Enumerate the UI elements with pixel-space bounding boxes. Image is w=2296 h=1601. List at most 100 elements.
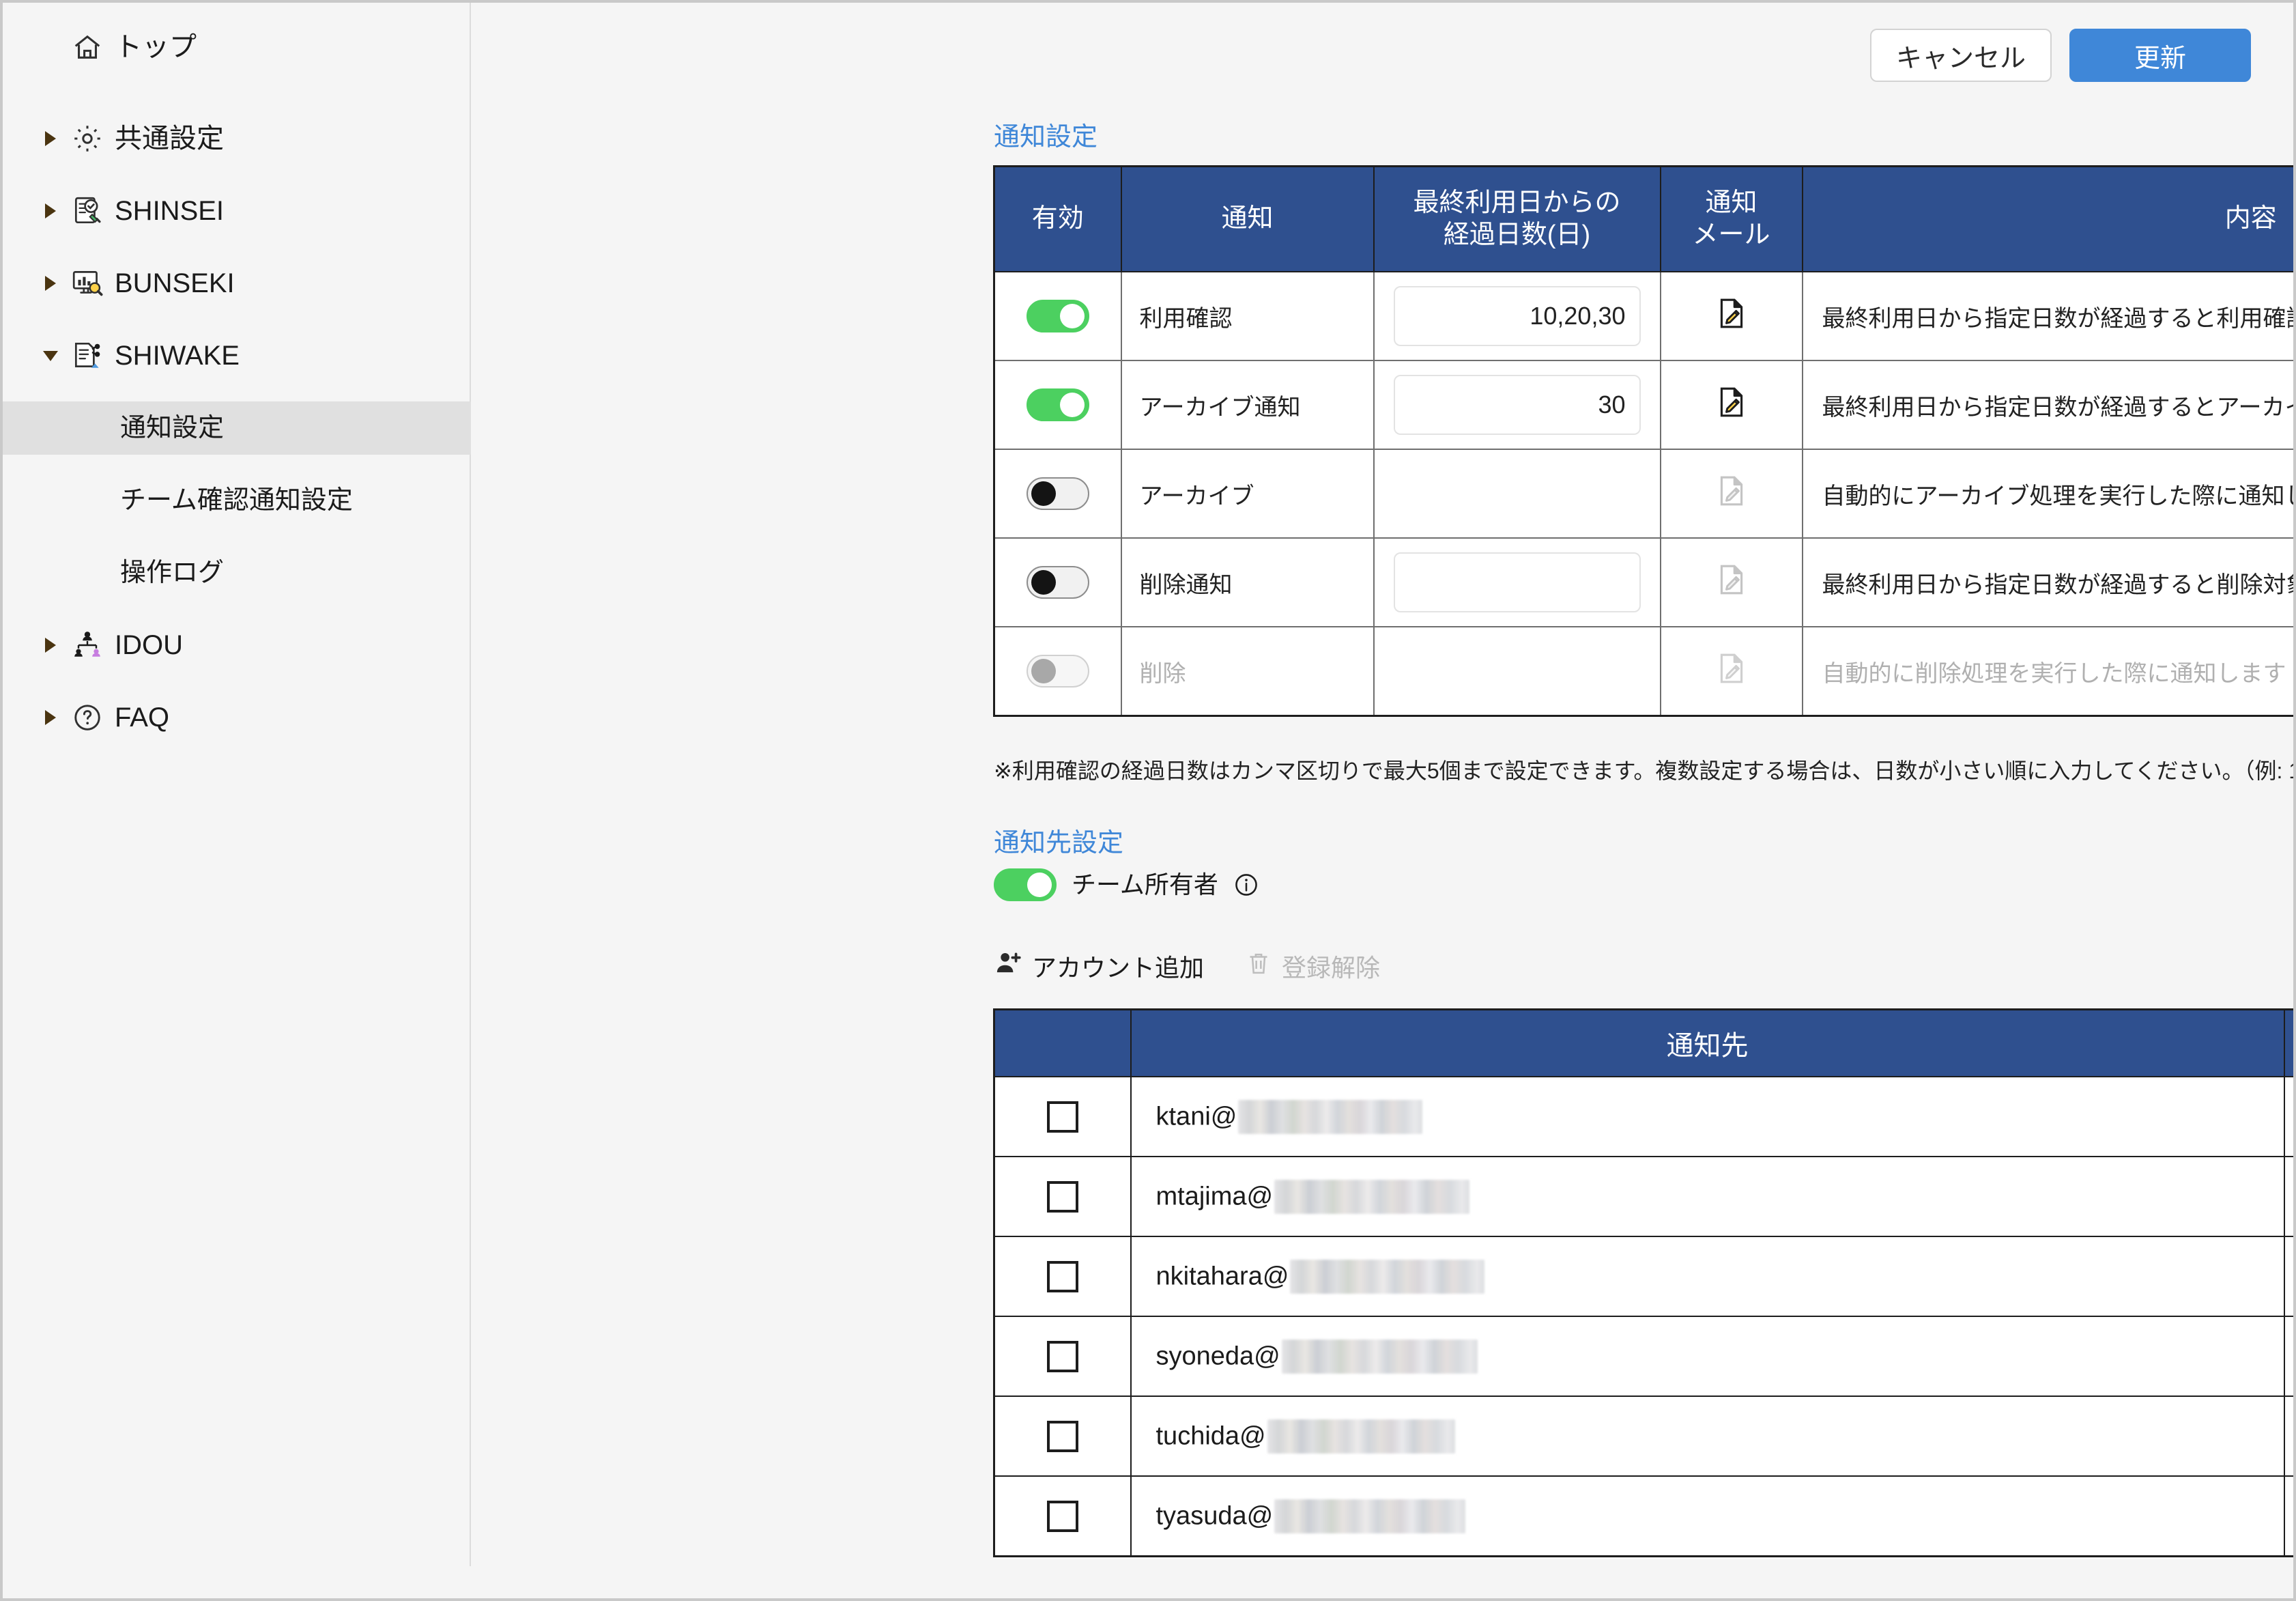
days-cell — [1373, 537, 1661, 627]
column-header-notify: 通知 — [1120, 165, 1375, 272]
enabled-toggle[interactable] — [1026, 300, 1089, 332]
sidebar-item-bunseki[interactable]: BUNSEKI — [3, 257, 471, 310]
update-button[interactable]: 更新 — [2069, 29, 2251, 82]
sidebar-item-faq[interactable]: FAQ — [3, 691, 471, 744]
email-cell: mtajima@ — [1130, 1156, 2285, 1237]
team-owner-row: チーム所有者 — [994, 868, 1259, 901]
row-checkbox[interactable] — [1046, 1101, 1078, 1133]
team-owner-toggle[interactable] — [994, 868, 1057, 901]
enabled-cell — [2283, 1236, 2293, 1317]
document-check-icon — [70, 194, 105, 228]
row-checkbox[interactable] — [1046, 1420, 1078, 1452]
days-input[interactable]: 10,20,30 — [1393, 286, 1641, 346]
column-header-content: 内容 — [1801, 165, 2293, 272]
sidebar-item-notification-settings[interactable]: 通知設定 — [3, 401, 471, 455]
sidebar-spacer — [3, 455, 471, 474]
email-user: syoneda@ — [1156, 1342, 1280, 1370]
row-checkbox[interactable] — [1046, 1260, 1078, 1292]
destination-table: 通知先 有効 ktani@ — [993, 1008, 2293, 1557]
row-checkbox[interactable] — [1046, 1340, 1078, 1372]
email-user: nkitahara@ — [1156, 1262, 1289, 1290]
enabled-cell — [2283, 1475, 2293, 1557]
redacted-domain — [1238, 1099, 1423, 1134]
enabled-toggle[interactable] — [1026, 388, 1089, 421]
column-header-enabled: 有効 — [993, 165, 1122, 272]
enabled-cell — [2283, 1156, 2293, 1237]
row-select-cell — [993, 1395, 1132, 1477]
email-cell: tyasuda@ — [1130, 1475, 2285, 1557]
redacted-domain — [1290, 1259, 1485, 1294]
question-circle-icon — [70, 702, 105, 733]
sidebar-item-idou[interactable]: IDOU — [3, 619, 471, 672]
info-icon[interactable] — [1233, 872, 1259, 898]
main-content: キャンセル 更新 通知設定 有効 通知 最終利用日からの 経過日数(日) 通知 — [471, 3, 2293, 1598]
chevron-right-icon[interactable] — [38, 636, 63, 655]
enabled-cell — [2283, 1316, 2293, 1397]
sidebar-spacer — [3, 238, 471, 257]
content-cell: 最終利用日から指定日数が経過すると削除対象を通知し、更に30日… — [1801, 537, 2293, 627]
redacted-domain — [1274, 1179, 1470, 1214]
table-row: mtajima@ — [993, 1156, 2293, 1237]
sidebar-spacer — [3, 599, 471, 619]
add-account-button[interactable]: アカウント追加 — [994, 948, 1204, 984]
days-cell — [1373, 626, 1661, 717]
enabled-toggle[interactable] — [1026, 566, 1089, 599]
sidebar-spacer — [3, 165, 471, 184]
sidebar-item-shinsei[interactable]: SHINSEI — [3, 184, 471, 238]
sidebar-item-label: 通知設定 — [120, 414, 225, 442]
chevron-down-icon[interactable] — [38, 348, 63, 364]
sidebar-item-shiwake[interactable]: SHIWAKE — [3, 329, 471, 382]
table-row: syoneda@ — [993, 1316, 2293, 1397]
enabled-cell — [993, 271, 1122, 361]
days-input[interactable] — [1393, 552, 1641, 612]
sidebar-item-label: 共通設定 — [115, 124, 224, 154]
notification-settings-note: ※利用確認の経過日数はカンマ区切りで最大5個まで設定できます。複数設定する場合は… — [994, 759, 2293, 783]
row-select-cell — [993, 1156, 1132, 1237]
mail-template-cell — [1659, 449, 1803, 539]
enabled-cell — [993, 449, 1122, 539]
chevron-right-icon[interactable] — [38, 129, 63, 148]
sidebar-divider — [470, 3, 471, 1566]
days-input[interactable]: 30 — [1393, 375, 1641, 435]
sidebar-item-top[interactable]: トップ — [3, 20, 471, 74]
redacted-domain — [1281, 1339, 1478, 1374]
enabled-cell — [993, 360, 1122, 450]
table-row: 利用確認 10,20,30 — [993, 271, 2293, 361]
sidebar-item-label: チーム確認通知設定 — [120, 486, 353, 515]
home-icon — [70, 31, 105, 63]
enabled-toggle — [1026, 655, 1089, 688]
notify-name-cell: 利用確認 — [1120, 271, 1375, 361]
cancel-button[interactable]: キャンセル — [1869, 29, 2052, 82]
notify-name-cell: 削除通知 — [1120, 537, 1375, 627]
document-edit-icon[interactable] — [1714, 387, 1749, 425]
column-header-days: 最終利用日からの 経過日数(日) — [1373, 165, 1661, 272]
notify-name-cell: 削除 — [1120, 626, 1375, 717]
chevron-right-icon[interactable] — [38, 274, 63, 293]
content-cell: 自動的に削除処理を実行した際に通知します — [1801, 626, 2293, 717]
document-edit-icon[interactable] — [1714, 298, 1749, 336]
chevron-right-icon[interactable] — [38, 708, 63, 727]
org-chart-icon — [70, 629, 105, 662]
enabled-cell — [993, 537, 1122, 627]
sidebar-item-team-confirm-notification-settings[interactable]: チーム確認通知設定 — [3, 474, 471, 527]
column-header-days-line2: 経過日数(日) — [1443, 221, 1591, 249]
row-select-cell — [993, 1316, 1132, 1397]
add-account-label: アカウント追加 — [1032, 954, 1205, 982]
notify-name-cell: アーカイブ通知 — [1120, 360, 1375, 450]
sidebar-spacer — [3, 672, 471, 691]
column-header-mail: 通知 メール — [1659, 165, 1803, 272]
sidebar-item-common-settings[interactable]: 共通設定 — [3, 112, 471, 165]
chevron-right-icon[interactable] — [38, 201, 63, 221]
table-row: 削除 自動的に削除処理を実行した際に通知します — [993, 626, 2293, 717]
row-checkbox[interactable] — [1046, 1180, 1078, 1213]
person-add-icon — [994, 949, 1022, 984]
trash-icon — [1245, 950, 1272, 983]
sidebar-spacer — [3, 310, 471, 329]
sidebar-navigation: トップ 共通設定 — [3, 3, 471, 1598]
enabled-toggle[interactable] — [1026, 477, 1089, 510]
mail-template-cell — [1659, 360, 1803, 450]
days-cell: 30 — [1373, 360, 1661, 450]
row-checkbox[interactable] — [1046, 1500, 1078, 1532]
sidebar-item-operation-log[interactable]: 操作ログ — [3, 546, 471, 599]
